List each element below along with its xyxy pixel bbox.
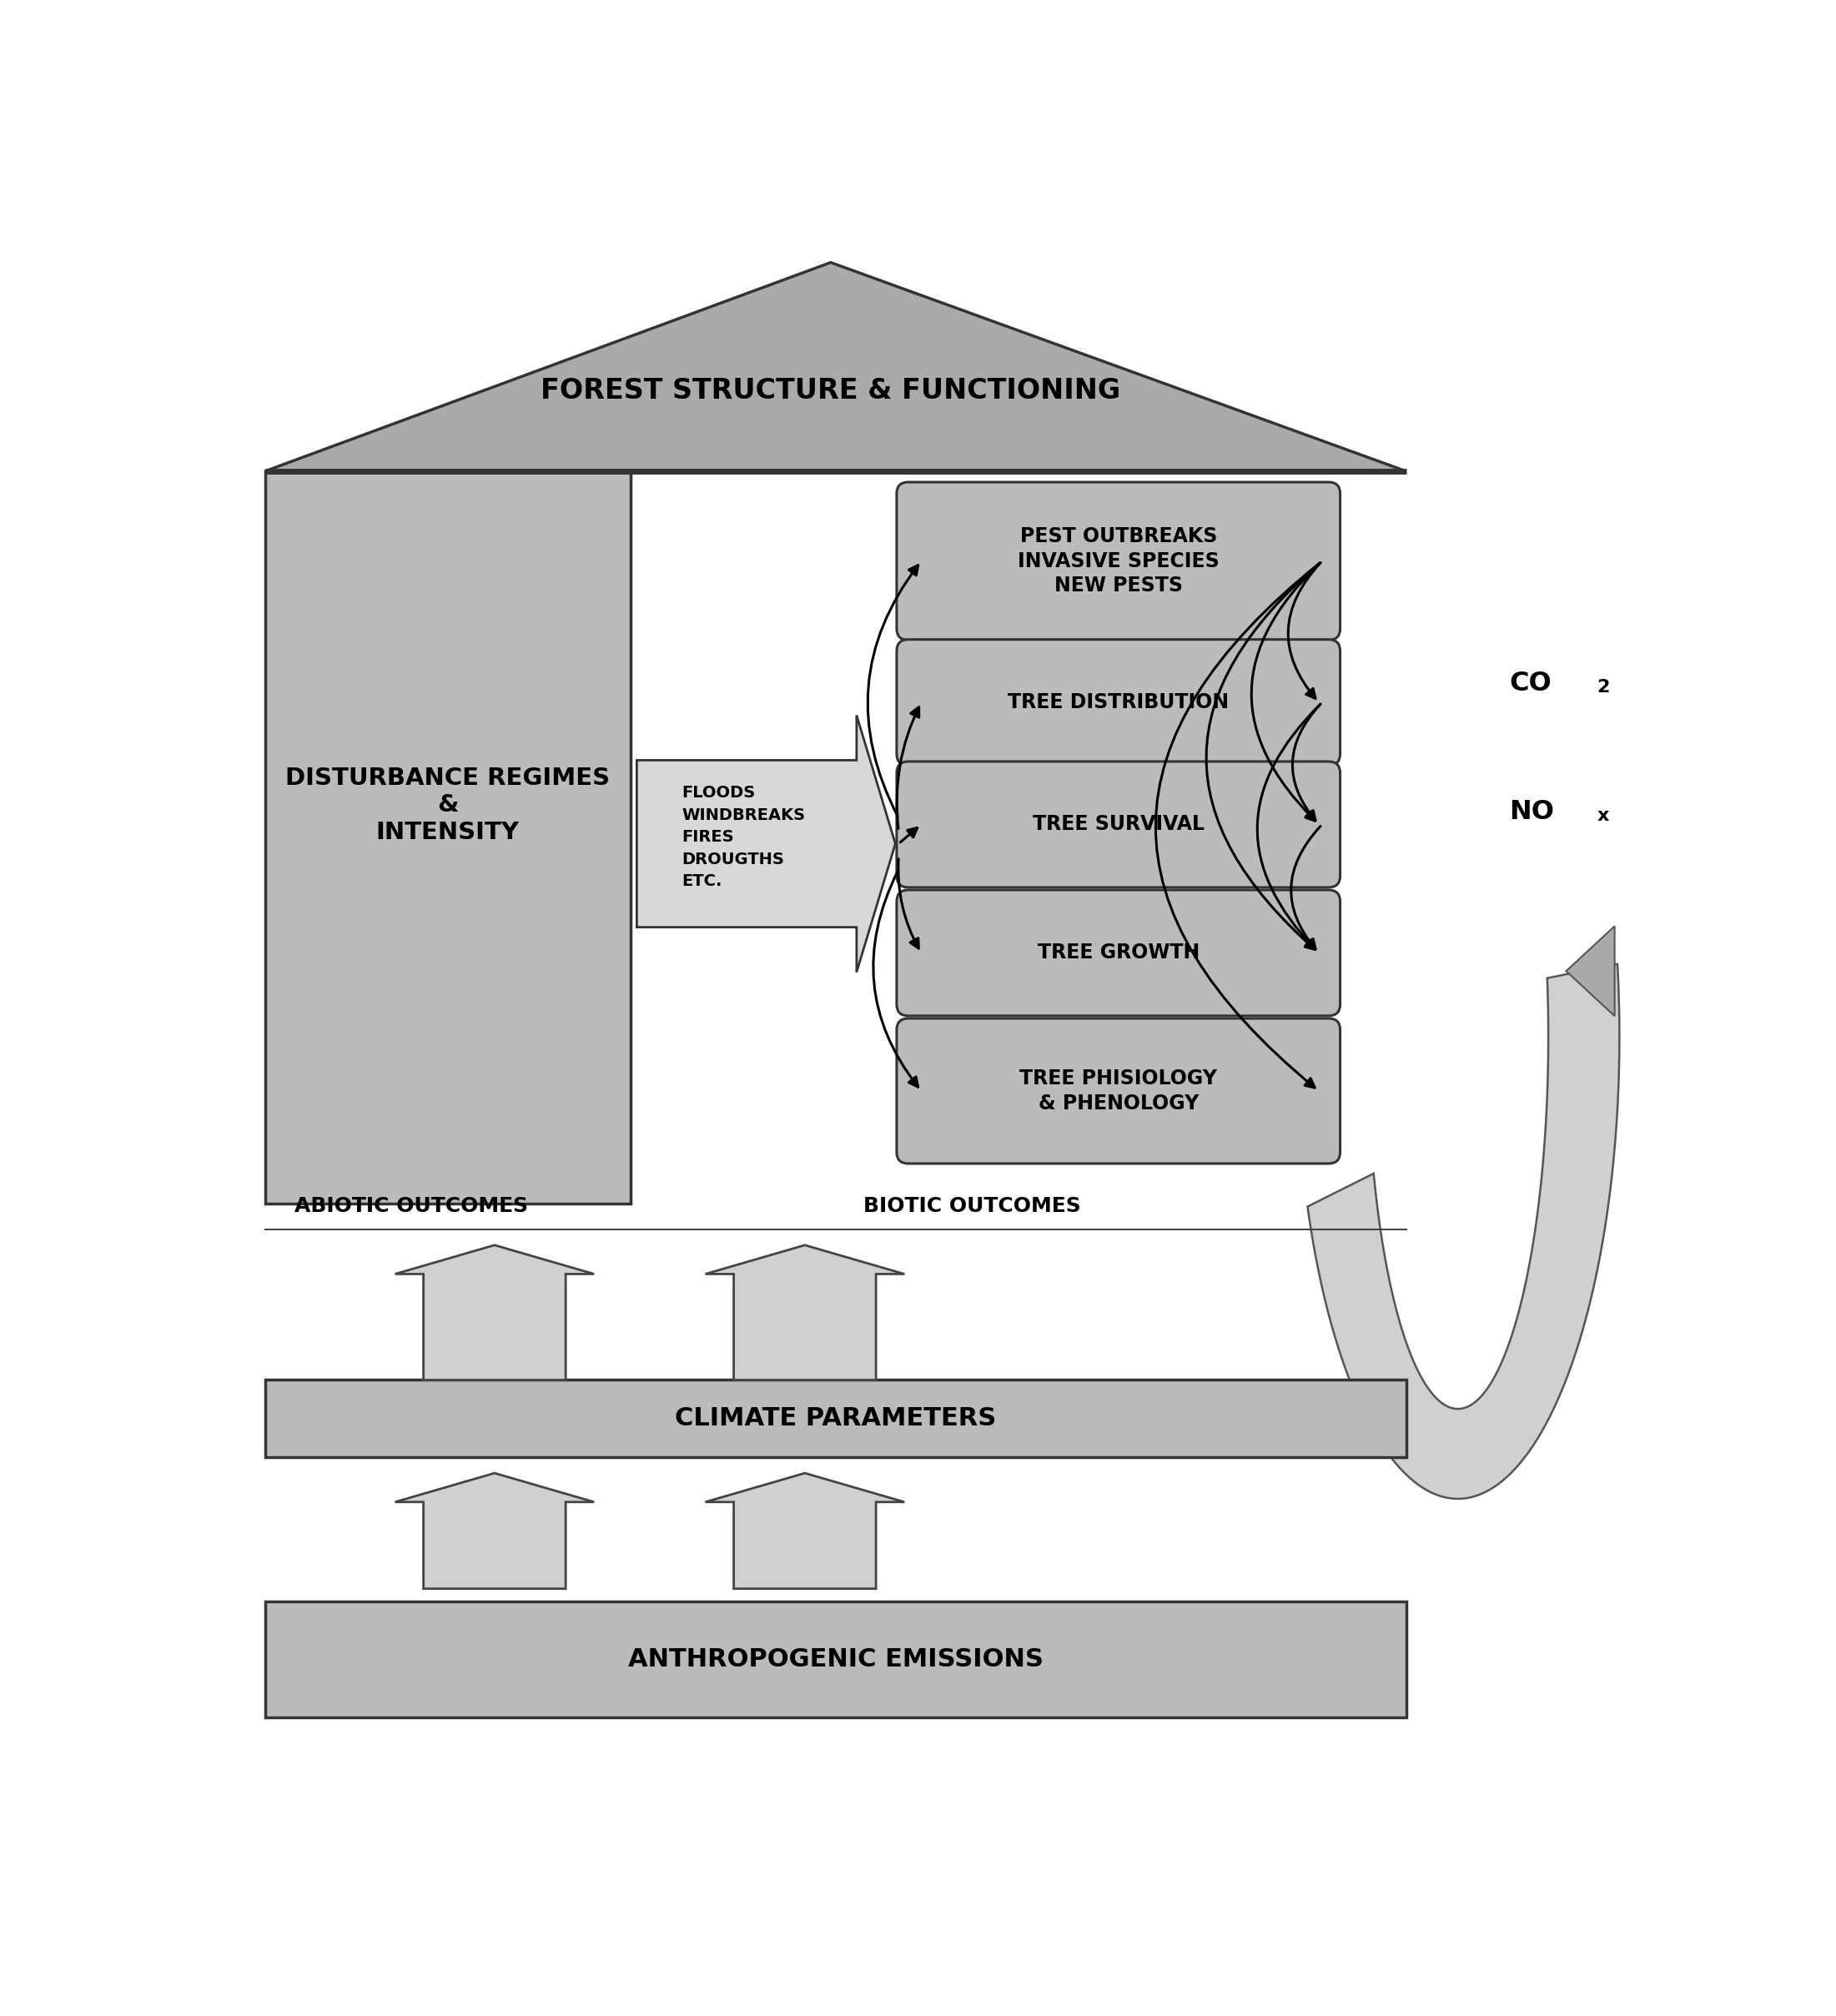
Text: TREE SURVIVAL: TREE SURVIVAL (1032, 814, 1204, 835)
FancyBboxPatch shape (896, 762, 1340, 887)
Polygon shape (705, 1474, 905, 1589)
FancyBboxPatch shape (896, 639, 1340, 766)
Text: DISTURBANCE REGIMES
&
INTENSITY: DISTURBANCE REGIMES & INTENSITY (285, 766, 610, 845)
Polygon shape (264, 1381, 1406, 1458)
Text: ANTHROPOGENIC EMISSIONS: ANTHROPOGENIC EMISSIONS (628, 1647, 1043, 1671)
Text: TREE DISTRIBUTION: TREE DISTRIBUTION (1008, 691, 1228, 712)
Polygon shape (264, 472, 630, 1204)
FancyBboxPatch shape (896, 1018, 1340, 1163)
Text: 2: 2 (1597, 679, 1610, 696)
Text: FOREST STRUCTURE & FUNCTIONING: FOREST STRUCTURE & FUNCTIONING (542, 377, 1120, 405)
Text: NO: NO (1509, 798, 1555, 825)
Text: FLOODS
WINDBREAKS
FIRES
DROUGTHS
ETC.: FLOODS WINDBREAKS FIRES DROUGTHS ETC. (681, 784, 806, 889)
Polygon shape (264, 262, 1406, 472)
Text: ABIOTIC OUTCOMES: ABIOTIC OUTCOMES (294, 1195, 527, 1216)
Text: CLIMATE PARAMETERS: CLIMATE PARAMETERS (676, 1407, 997, 1431)
Polygon shape (264, 1601, 1406, 1718)
FancyBboxPatch shape (896, 889, 1340, 1016)
Polygon shape (1566, 925, 1614, 1016)
Polygon shape (705, 1246, 905, 1381)
Text: PEST OUTBREAKS
INVASIVE SPECIES
NEW PESTS: PEST OUTBREAKS INVASIVE SPECIES NEW PEST… (1017, 526, 1219, 597)
Polygon shape (637, 716, 896, 972)
Text: TREE GROWTH: TREE GROWTH (1037, 943, 1199, 964)
Polygon shape (395, 1246, 595, 1381)
Text: BIOTIC OUTCOMES: BIOTIC OUTCOMES (863, 1195, 1081, 1216)
FancyBboxPatch shape (896, 482, 1340, 641)
Polygon shape (395, 1474, 595, 1589)
Text: TREE PHISIOLOGY
& PHENOLOGY: TREE PHISIOLOGY & PHENOLOGY (1019, 1068, 1217, 1113)
Text: CO: CO (1509, 669, 1551, 696)
Polygon shape (1307, 964, 1619, 1498)
Text: x: x (1597, 808, 1608, 825)
